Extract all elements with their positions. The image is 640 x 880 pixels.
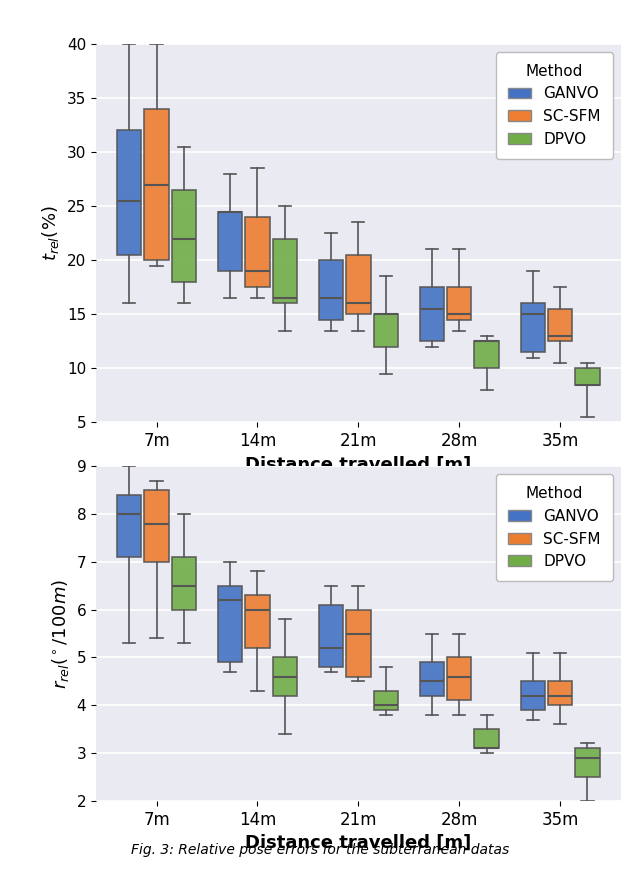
PathPatch shape: [447, 287, 472, 319]
PathPatch shape: [420, 663, 444, 696]
PathPatch shape: [521, 304, 545, 352]
PathPatch shape: [374, 691, 398, 710]
PathPatch shape: [374, 314, 398, 347]
PathPatch shape: [447, 657, 472, 700]
X-axis label: Distance travelled [m]: Distance travelled [m]: [245, 834, 472, 852]
PathPatch shape: [575, 748, 600, 777]
PathPatch shape: [575, 369, 600, 385]
Legend: GANVO, SC-SFM, DPVO: GANVO, SC-SFM, DPVO: [496, 52, 613, 159]
PathPatch shape: [218, 211, 243, 271]
PathPatch shape: [548, 681, 572, 705]
PathPatch shape: [145, 109, 169, 260]
PathPatch shape: [474, 341, 499, 369]
PathPatch shape: [346, 610, 371, 677]
PathPatch shape: [319, 260, 343, 319]
PathPatch shape: [245, 596, 269, 648]
PathPatch shape: [273, 238, 297, 304]
PathPatch shape: [346, 255, 371, 314]
PathPatch shape: [273, 657, 297, 696]
PathPatch shape: [474, 730, 499, 748]
PathPatch shape: [172, 557, 196, 610]
PathPatch shape: [319, 605, 343, 667]
PathPatch shape: [117, 130, 141, 255]
PathPatch shape: [172, 190, 196, 282]
PathPatch shape: [420, 287, 444, 341]
PathPatch shape: [145, 490, 169, 562]
PathPatch shape: [117, 495, 141, 557]
Text: Fig. 3: Relative pose errors for the subterranean datas: Fig. 3: Relative pose errors for the sub…: [131, 843, 509, 856]
Y-axis label: $t_{rel}(\%)$: $t_{rel}(\%)$: [40, 205, 61, 261]
PathPatch shape: [218, 586, 243, 663]
PathPatch shape: [521, 681, 545, 710]
X-axis label: Distance travelled [m]: Distance travelled [m]: [245, 456, 472, 473]
PathPatch shape: [548, 309, 572, 341]
PathPatch shape: [245, 217, 269, 287]
Legend: GANVO, SC-SFM, DPVO: GANVO, SC-SFM, DPVO: [496, 474, 613, 582]
Y-axis label: $r_{rel}(^\circ/100m)$: $r_{rel}(^\circ/100m)$: [50, 578, 71, 689]
